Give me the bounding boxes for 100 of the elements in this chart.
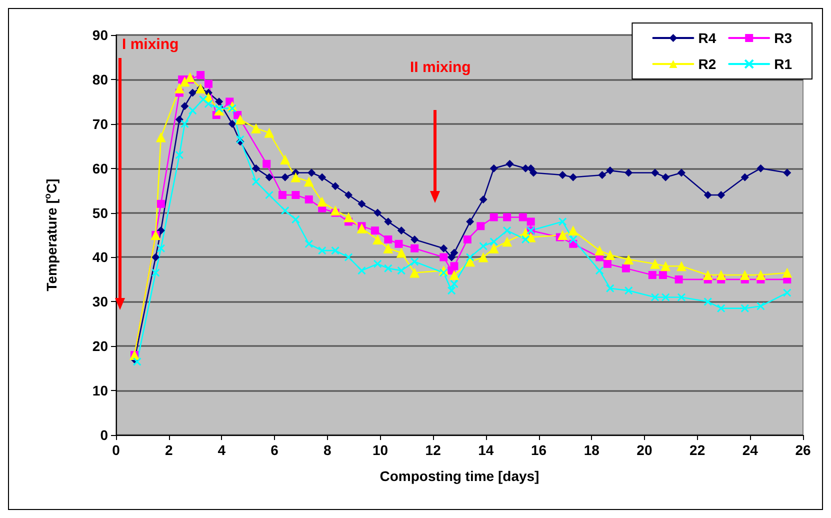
legend-label: R4 (698, 30, 716, 46)
point (397, 266, 406, 275)
point (674, 275, 683, 284)
point (606, 166, 614, 175)
point (180, 76, 190, 87)
point (384, 218, 392, 226)
point (198, 95, 208, 104)
point (490, 237, 498, 246)
point (180, 102, 189, 110)
point (662, 173, 670, 182)
point (677, 292, 686, 302)
point (490, 213, 498, 222)
point (278, 191, 286, 199)
point (506, 160, 514, 168)
point (330, 206, 340, 216)
point (624, 286, 633, 295)
x-tick-label: 16 (530, 442, 547, 458)
point (304, 176, 314, 187)
point (397, 226, 406, 235)
point (156, 244, 166, 253)
point (156, 132, 166, 142)
point (228, 104, 237, 113)
point (740, 304, 750, 313)
annotation: I mixing (122, 36, 179, 53)
point (204, 80, 212, 88)
point (716, 304, 726, 313)
x-tick-label: 22 (690, 442, 706, 458)
point (594, 246, 605, 256)
point (344, 252, 353, 262)
y-tick-label: 60 (92, 160, 108, 176)
point (479, 195, 488, 204)
point (558, 230, 568, 240)
point (756, 302, 765, 310)
y-tick-label: 70 (92, 116, 108, 132)
point (558, 217, 567, 226)
y-tick-label: 10 (92, 382, 108, 399)
point (449, 270, 460, 280)
point (215, 98, 224, 106)
point (622, 264, 630, 272)
x-tick-label: 24 (742, 442, 758, 458)
point (132, 357, 142, 366)
x-tick-label: 12 (425, 442, 442, 458)
legend-label: R1 (774, 56, 792, 72)
point (331, 182, 340, 190)
point (716, 270, 726, 280)
point (383, 243, 394, 254)
point (384, 264, 392, 273)
point (262, 160, 271, 168)
point (440, 253, 448, 262)
point (658, 271, 667, 279)
x-tick-label: 4 (218, 442, 226, 458)
point (372, 234, 383, 244)
point (606, 284, 614, 293)
point (450, 262, 458, 270)
point (292, 191, 300, 199)
point (384, 235, 392, 244)
point (308, 168, 316, 177)
point (236, 135, 244, 144)
point (317, 196, 328, 207)
point (188, 106, 197, 115)
x-tick-label: 0 (112, 442, 120, 458)
point (466, 252, 474, 262)
point (370, 226, 379, 235)
point (756, 270, 766, 280)
point (450, 248, 458, 257)
point (465, 256, 476, 267)
y-tick-label: 0 (100, 427, 108, 443)
point (373, 260, 382, 268)
x-tick-label: 8 (323, 442, 332, 458)
y-tick-label: 30 (92, 294, 108, 310)
point (175, 115, 184, 124)
point (717, 191, 726, 199)
x-tick-label: 2 (164, 442, 173, 458)
x-tick-label: 6 (270, 442, 279, 458)
point (569, 173, 578, 182)
point (440, 244, 448, 252)
x-tick-label: 10 (372, 442, 388, 458)
point (318, 173, 326, 182)
point (650, 292, 660, 302)
point (756, 164, 765, 172)
point (175, 150, 184, 160)
point (304, 240, 314, 248)
point (180, 120, 189, 128)
point (357, 266, 366, 275)
point (204, 100, 213, 108)
point (290, 172, 301, 182)
point (344, 212, 354, 222)
point (356, 223, 367, 234)
point (196, 71, 205, 79)
point (502, 236, 512, 247)
x-axis-title: Composting time [days] (380, 468, 540, 484)
point (704, 297, 712, 306)
point (410, 235, 419, 244)
point (251, 123, 262, 134)
point (331, 246, 340, 255)
point (281, 173, 290, 182)
point (156, 226, 165, 235)
x-tick-label: 26 (795, 442, 811, 458)
y-axis-title: Temperature [oC] (42, 178, 60, 292)
point (521, 235, 530, 244)
